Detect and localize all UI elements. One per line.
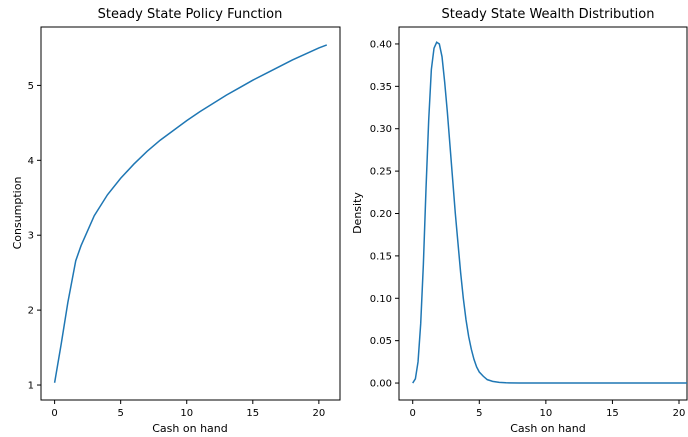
distribution-x-tick-label: 20 bbox=[673, 408, 686, 419]
distribution-y-tick-label: 0.25 bbox=[370, 167, 392, 178]
policy-x-tick-label: 10 bbox=[180, 408, 193, 419]
policy-y-tick-label: 2 bbox=[28, 306, 34, 317]
policy-y-tick-label: 1 bbox=[28, 381, 34, 392]
policy-x-tick-label: 0 bbox=[51, 408, 57, 419]
policy-y-tick-label: 5 bbox=[28, 81, 34, 92]
policy-x-ticks: 0 5 10 15 20 bbox=[51, 400, 325, 419]
policy-plot-frame bbox=[40, 26, 341, 401]
distribution-x-axis-label: Cash on hand bbox=[510, 422, 586, 435]
distribution-chart-title: Steady State Wealth Distribution bbox=[442, 7, 655, 22]
policy-line bbox=[53, 44, 328, 383]
distribution-x-tick-label: 0 bbox=[410, 408, 416, 419]
distribution-y-ticks: 0.00 0.05 0.10 0.15 0.20 0.25 0.30 0.35 0.40 bbox=[370, 39, 399, 390]
distribution-y-tick-label: 0.05 bbox=[370, 336, 392, 347]
distribution-y-tick-label: 0.40 bbox=[370, 39, 392, 50]
policy-y-axis-label: Consumption bbox=[11, 177, 24, 250]
distribution-y-tick-label: 0.10 bbox=[370, 294, 392, 305]
distribution-y-tick-label: 0.20 bbox=[370, 209, 392, 220]
policy-x-tick-label: 20 bbox=[312, 408, 325, 419]
distribution-y-tick-label: 0.15 bbox=[370, 251, 392, 262]
distribution-line bbox=[412, 41, 687, 384]
policy-y-tick-label: 4 bbox=[28, 156, 34, 167]
distribution-plot-frame bbox=[398, 26, 688, 401]
policy-chart-title: Steady State Policy Function bbox=[98, 7, 283, 22]
distribution-x-tick-label: 15 bbox=[606, 408, 619, 419]
distribution-x-ticks: 0 5 10 15 20 bbox=[410, 400, 686, 419]
distribution-y-axis-label: Density bbox=[351, 192, 364, 234]
distribution-panel: Steady State Wealth Distribution 0 5 10 15 2… bbox=[351, 7, 688, 435]
distribution-y-tick-label: 0.35 bbox=[370, 82, 392, 93]
distribution-x-tick-label: 5 bbox=[476, 408, 482, 419]
policy-x-axis-label: Cash on hand bbox=[152, 422, 228, 435]
policy-panel: Steady State Policy Function 0 5 10 15 20 1 2… bbox=[11, 7, 341, 435]
policy-y-ticks: 1 2 3 4 5 bbox=[28, 81, 41, 392]
policy-y-tick-label: 3 bbox=[28, 231, 34, 242]
distribution-y-tick-label: 0.30 bbox=[370, 124, 392, 135]
distribution-x-tick-label: 10 bbox=[539, 408, 552, 419]
policy-x-tick-label: 5 bbox=[117, 408, 123, 419]
distribution-y-tick-label: 0.00 bbox=[370, 379, 392, 390]
policy-x-tick-label: 15 bbox=[246, 408, 259, 419]
